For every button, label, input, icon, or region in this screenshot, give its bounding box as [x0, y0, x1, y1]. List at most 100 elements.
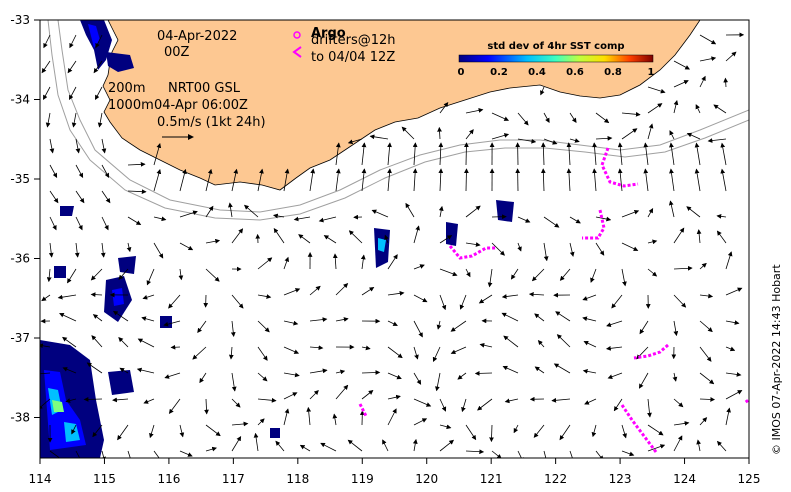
current-vector [332, 413, 338, 426]
current-vector [501, 294, 519, 299]
current-vector [360, 254, 366, 270]
current-vector [320, 442, 337, 452]
current-vector [205, 168, 213, 192]
current-vector [101, 138, 107, 154]
current-vector [439, 101, 449, 114]
current-vector [283, 256, 290, 270]
current-vector [335, 283, 349, 296]
time-label: 00Z [164, 45, 190, 60]
current-vector [613, 398, 623, 412]
current-vector [555, 311, 571, 322]
current-vector [725, 390, 743, 400]
current-vector [647, 424, 664, 436]
colorbar-tick-label: 0.6 [566, 67, 584, 78]
current-vector [543, 216, 560, 228]
current-vector [669, 130, 675, 140]
colorbar-tick-label: 0.2 [490, 67, 508, 78]
current-vector [502, 365, 519, 374]
drifters-label: drifters@12h [311, 33, 396, 48]
current-vector [487, 268, 493, 288]
current-vector [501, 312, 519, 322]
current-vector [253, 432, 259, 452]
current-vector [621, 209, 640, 218]
y-axis: -33 -34 -35 -36 -37 -38 [10, 13, 40, 425]
current-vector [461, 398, 467, 413]
current-vector [205, 424, 221, 437]
current-vector [723, 77, 729, 88]
x-tick-label: 121 [480, 472, 503, 486]
current-vector [332, 253, 338, 270]
current-vector [117, 424, 129, 441]
current-vector [584, 398, 597, 405]
current-vector [686, 206, 701, 218]
current-vector [168, 398, 181, 414]
current-vector [306, 406, 312, 426]
current-vector [298, 234, 311, 244]
current-vector [707, 138, 727, 143]
current-vector [517, 138, 537, 144]
x-tick-label: 122 [544, 472, 567, 486]
current-vector [699, 320, 713, 333]
current-vector [335, 384, 349, 400]
current-vector [503, 335, 519, 348]
current-vector [569, 216, 581, 224]
current-vector [491, 112, 510, 121]
current-vector [412, 438, 418, 452]
current-vector [699, 262, 707, 270]
current-vector [283, 168, 290, 192]
current-vector [699, 293, 714, 299]
current-vector [595, 216, 612, 222]
colorbar-tick-label: 1 [648, 67, 655, 78]
current-vector [74, 242, 80, 258]
current-vector [582, 316, 597, 322]
current-vector [231, 294, 244, 309]
current-vector [118, 337, 129, 348]
current-vector [595, 135, 613, 141]
current-vector [275, 440, 285, 452]
current-vector [607, 372, 623, 379]
current-vectors [40, 32, 745, 458]
current-vector [673, 320, 679, 337]
current-vector [673, 80, 689, 88]
current-vector [178, 268, 184, 281]
current-vector [136, 367, 155, 374]
colorbar-title: std dev of 4hr SST comp [487, 41, 624, 52]
current-vector [621, 128, 638, 140]
current-vector [43, 86, 51, 101]
current-vector [699, 372, 715, 385]
current-vector [699, 417, 708, 426]
current-vector [413, 418, 428, 426]
colorbar-ticks: 0 0.2 0.4 0.6 0.8 1 [458, 67, 655, 78]
current-vector [673, 421, 690, 426]
current-vector [533, 424, 545, 438]
current-vector [540, 86, 545, 96]
current-vector [405, 202, 415, 218]
current-vector [699, 75, 706, 88]
current-vector [491, 450, 502, 458]
current-vector [141, 316, 155, 322]
current-vector [716, 230, 727, 244]
current-vector [465, 205, 481, 218]
current-vector [673, 294, 687, 308]
current-vector [90, 292, 103, 298]
current-vector [205, 238, 221, 244]
current-vector [146, 268, 155, 286]
colorbar-tick-label: 0 [458, 67, 465, 78]
current-vector [489, 424, 494, 443]
current-vector [695, 104, 701, 114]
current-vector [465, 129, 474, 140]
current-vector [592, 168, 597, 192]
current-vector [543, 112, 550, 123]
current-vector [335, 142, 341, 166]
current-vector [725, 346, 736, 352]
current-vector [413, 398, 432, 407]
current-vector [582, 369, 597, 374]
current-vector [450, 320, 467, 332]
current-vector [371, 209, 389, 218]
colorbar-tick-label: 0.4 [528, 67, 546, 78]
current-vector [504, 398, 519, 404]
current-vector [528, 291, 545, 297]
current-vector [713, 104, 727, 114]
current-vector [179, 210, 198, 218]
current-vector [725, 372, 742, 377]
